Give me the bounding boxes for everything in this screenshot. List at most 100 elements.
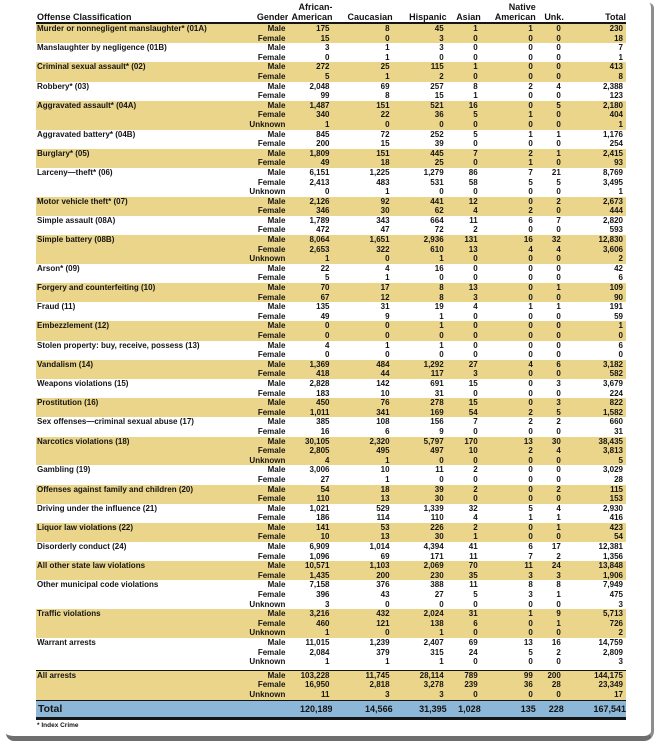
- offense-row: Female 0 1 0 0 0 0 1: [36, 53, 626, 63]
- offense-name-cell: Simple assault (08A): [37, 215, 116, 225]
- offense-row: All arrests Male 103,228 11,745 28,114 789 99 2…: [36, 669, 626, 681]
- count-cell: 0: [480, 484, 536, 495]
- count-cell: 28,114: [392, 669, 447, 681]
- offense-row: Burglary* (05) Male 1,809 151 445 7 2 1 2,415: [36, 148, 626, 159]
- gender-cell: Unknown: [240, 689, 289, 701]
- count-cell: 6: [528, 542, 533, 552]
- gender-cell: Female: [257, 311, 286, 321]
- count-cell: 24: [535, 561, 564, 571]
- gender-cell: Male: [267, 81, 286, 91]
- offense-row: Narcotics violations (18) Male 30,105 2,320…: [36, 436, 626, 447]
- offense-row: Simple assault (08A) Male 1,789 343 664 11 6 7 2…: [36, 216, 626, 226]
- grand-total-row: Total 120,189 14,566 31,395 1,028 135 22…: [36, 699, 626, 720]
- count-cell: 36: [480, 680, 536, 690]
- count-cell: 11: [288, 689, 333, 701]
- count-cell: 2,930: [602, 503, 623, 513]
- offense-row: Unknown 1 0 1 0 0 0 2: [36, 628, 626, 638]
- count-cell: 2,818: [332, 680, 393, 690]
- offense-row: Female 15 0 3 0 0 0 18: [36, 33, 626, 44]
- grand-total-label: Total: [36, 699, 241, 720]
- count-cell: 1,225: [369, 167, 390, 177]
- count-cell: 691: [430, 378, 444, 388]
- col-header-african-american: African- American: [288, 2, 333, 24]
- count-cell: 0: [556, 426, 561, 436]
- offense-name-cell: [36, 689, 241, 701]
- offense-name-cell: [36, 331, 241, 341]
- gender-cell: Male: [240, 561, 289, 571]
- offense-row: Robbery* (03) Male 2,048 69 257 8 2 4 2,388: [36, 82, 626, 92]
- count-cell: 0: [288, 321, 333, 331]
- count-cell: 11,015: [305, 638, 330, 647]
- count-cell: 1,279: [423, 167, 444, 177]
- offense-name-cell: Driving under the influence (21): [37, 503, 158, 513]
- offense-name-cell: [36, 91, 240, 101]
- count-cell: 726: [563, 618, 626, 629]
- offense-name-cell: Motor vehicle theft* (07): [36, 196, 241, 207]
- count-cell: 0: [535, 62, 564, 72]
- offense-name-cell: [36, 475, 240, 485]
- count-cell: 54: [288, 484, 333, 495]
- count-cell: 0: [528, 657, 533, 667]
- count-cell: 1: [288, 254, 333, 264]
- count-cell: 1,103: [332, 561, 393, 571]
- count-cell: 322: [332, 244, 393, 255]
- index-crime-footnote: * Index Crime: [37, 721, 79, 729]
- count-cell: 0: [535, 532, 564, 543]
- count-cell: 6,151: [309, 167, 330, 177]
- count-cell: 11: [469, 580, 478, 590]
- count-cell: 0: [535, 689, 564, 701]
- count-cell: 2,809: [602, 647, 623, 657]
- count-cell: 200: [332, 570, 393, 581]
- count-cell: 17: [563, 689, 626, 701]
- offense-row: Female 186 114 110 4 1 1 416: [36, 513, 626, 523]
- offense-row: Female 0 0 0 0 0 0 0: [36, 350, 626, 360]
- count-cell: 0: [535, 206, 564, 216]
- count-cell: 43: [380, 590, 390, 600]
- count-cell: 8: [528, 580, 533, 590]
- offense-row: Female 49 18 25 0 1 0 93: [36, 158, 626, 168]
- gender-cell: Male: [240, 196, 289, 207]
- grand-total-gender-cell: [240, 699, 289, 720]
- offense-row: Larceny—theft* (06) Male 6,151 1,225 1,279 86…: [36, 168, 626, 178]
- count-cell: 0: [528, 52, 533, 62]
- count-cell: 144,175: [563, 669, 626, 681]
- count-cell: 404: [563, 110, 626, 120]
- offense-name-cell: [36, 244, 241, 255]
- offense-name-cell: [36, 292, 241, 303]
- count-cell: 2: [392, 71, 447, 82]
- count-cell: 67: [288, 292, 333, 303]
- count-cell: 142: [376, 378, 390, 388]
- gender-cell: Female: [240, 680, 289, 690]
- count-cell: 376: [376, 580, 390, 590]
- count-cell: 0: [528, 273, 533, 283]
- count-cell: 2: [480, 148, 536, 159]
- count-cell: 2,673: [563, 196, 626, 207]
- offense-name-cell: Embezzlement (12): [36, 321, 241, 331]
- offense-row: Arson* (09) Male 22 4 16 0 0 0 42: [36, 264, 626, 274]
- count-cell: 495: [332, 446, 393, 456]
- offense-name-cell: [36, 532, 241, 543]
- gender-cell: Female: [240, 110, 289, 120]
- count-cell: 21: [551, 167, 561, 177]
- count-cell: 0: [556, 225, 561, 235]
- count-cell: 257: [430, 81, 444, 91]
- count-cell: 31: [380, 302, 390, 312]
- count-cell: 1,014: [369, 542, 390, 552]
- count-cell: 1: [325, 657, 330, 667]
- count-cell: 2: [446, 484, 481, 495]
- count-cell: 53: [332, 522, 393, 533]
- offense-name-cell: [36, 657, 240, 667]
- count-cell: 3: [325, 599, 330, 609]
- group-spacer-cell: [36, 666, 626, 671]
- offense-row: Female 49 9 1 0 0 0 59: [36, 312, 626, 322]
- gender-cell: Male: [240, 522, 289, 533]
- count-cell: 0: [473, 388, 478, 398]
- offense-row: Female 396 43 27 5 3 1 475: [36, 590, 626, 600]
- count-cell: 9: [385, 311, 390, 321]
- count-cell: 484: [332, 359, 393, 370]
- count-cell: 254: [609, 139, 623, 149]
- count-cell: 450: [288, 398, 333, 408]
- gender-cell: Female: [257, 139, 286, 149]
- gender-cell: Male: [267, 465, 286, 475]
- gender-cell: Male: [267, 378, 286, 388]
